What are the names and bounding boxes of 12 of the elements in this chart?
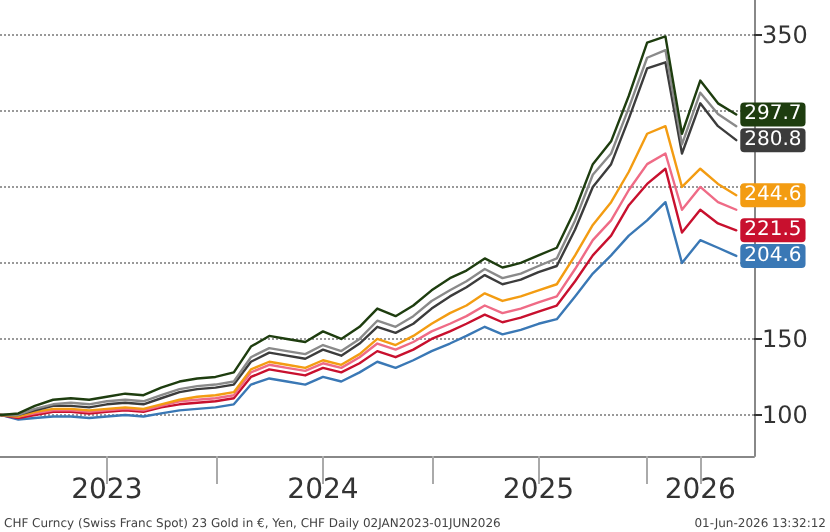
data-label: 221.5	[744, 219, 802, 242]
x-tick-label: 2026	[664, 474, 737, 506]
y-tick-label: 150	[762, 324, 808, 353]
y-tick-label: 350	[762, 20, 808, 49]
data-label: 297.7	[744, 103, 802, 126]
y-tick-label: 100	[762, 400, 808, 429]
x-tick-label: 2023	[71, 474, 143, 506]
data-label: 244.6	[744, 184, 802, 207]
x-tick-label: 2024	[287, 474, 359, 506]
data-label: 204.6	[744, 244, 802, 267]
data-label: 280.8	[744, 129, 802, 152]
x-tick-label: 2025	[502, 474, 575, 506]
